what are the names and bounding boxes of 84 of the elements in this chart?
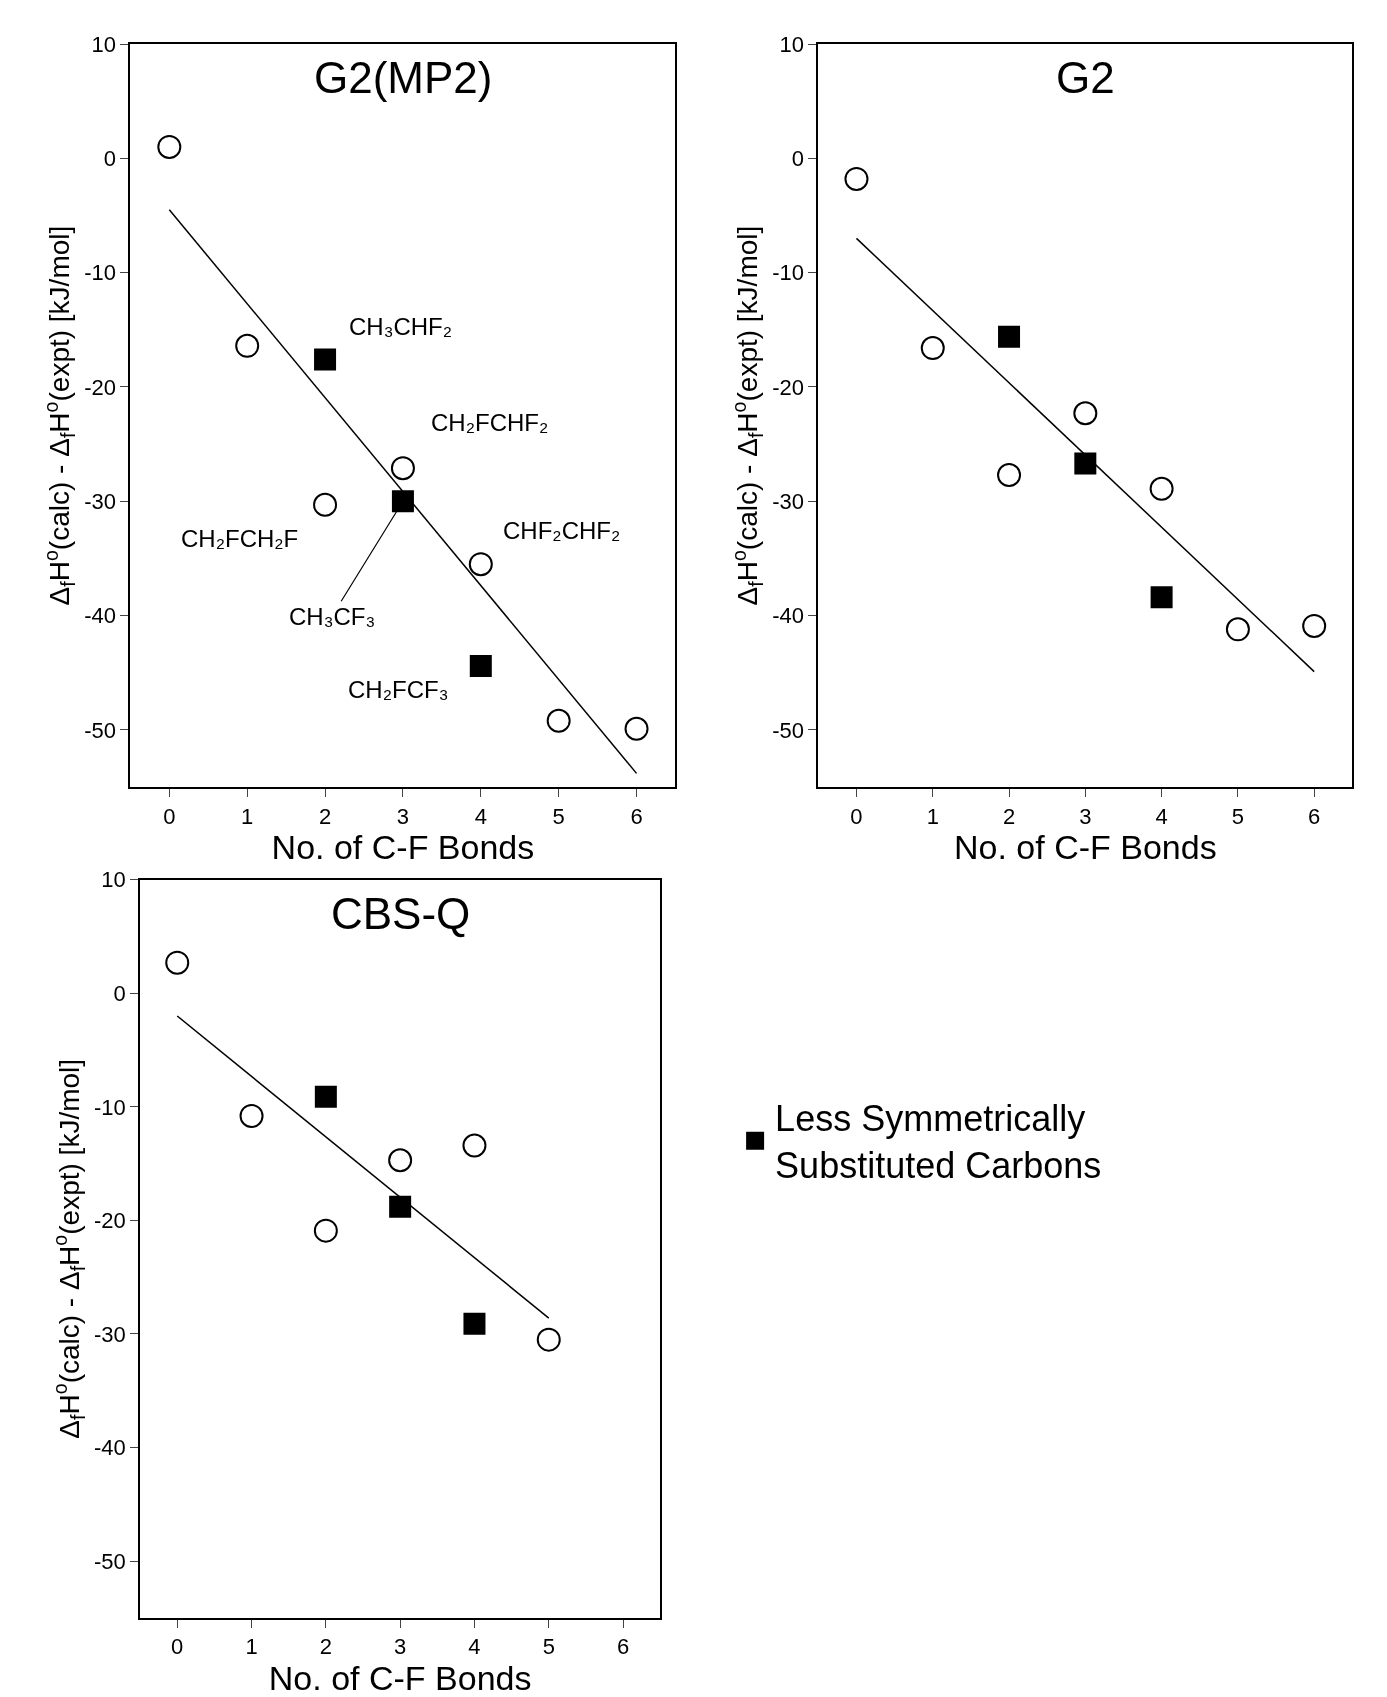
y-tick-label: -50 bbox=[84, 717, 116, 743]
x-tick-label: 4 bbox=[468, 1634, 481, 1660]
y-tick-label: -40 bbox=[93, 1435, 126, 1461]
point bbox=[239, 1103, 264, 1128]
x-tick-label: 2 bbox=[318, 803, 332, 829]
y-tick-label: 0 bbox=[103, 146, 116, 172]
point bbox=[997, 463, 1022, 487]
point bbox=[920, 336, 945, 361]
y-tick-label: -40 bbox=[84, 603, 116, 629]
x-tick-label: 5 bbox=[552, 803, 565, 829]
point bbox=[998, 325, 1021, 348]
point bbox=[844, 166, 869, 191]
point bbox=[1302, 613, 1327, 638]
x-tick-label: 1 bbox=[926, 803, 939, 829]
y-tick-label: -10 bbox=[93, 1094, 126, 1120]
x-tick-label: 6 bbox=[616, 1634, 630, 1660]
y-tick-label: -30 bbox=[84, 489, 116, 514]
point bbox=[1074, 452, 1097, 475]
x-tick-label: 5 bbox=[1231, 803, 1245, 829]
point bbox=[536, 1327, 561, 1352]
y-tick-label: -50 bbox=[772, 717, 804, 743]
x-axis-title: No. of C-F Bonds bbox=[268, 1659, 532, 1697]
point bbox=[468, 552, 493, 577]
annotation: CH₂FCF₃ bbox=[348, 676, 449, 703]
point bbox=[462, 1133, 487, 1158]
x-tick-label: 4 bbox=[474, 803, 487, 829]
y-tick-label: -50 bbox=[93, 1548, 126, 1574]
y-tick-label: 0 bbox=[113, 981, 126, 1007]
x-tick-label: 0 bbox=[850, 803, 863, 829]
y-tick-label: 10 bbox=[91, 31, 116, 57]
legend-label: Less Symmetrically Substituted Carbons bbox=[775, 1098, 1102, 1187]
annotation: CH₃CF₃ bbox=[289, 603, 376, 630]
point bbox=[313, 1218, 338, 1243]
x-tick-label: 5 bbox=[542, 1634, 555, 1660]
x-tick-label: 4 bbox=[1155, 803, 1168, 829]
y-tick-label: -20 bbox=[772, 374, 804, 400]
point bbox=[469, 654, 492, 677]
x-axis-title: No. of C-F Bonds bbox=[271, 828, 535, 867]
y-tick-label: 10 bbox=[779, 31, 804, 57]
point bbox=[1149, 476, 1174, 501]
point bbox=[463, 1312, 486, 1335]
x-tick-label: 3 bbox=[394, 1634, 407, 1660]
point bbox=[313, 492, 338, 517]
point bbox=[388, 1148, 413, 1173]
x-tick-label: 6 bbox=[1308, 803, 1321, 829]
point bbox=[314, 348, 337, 371]
annotation: CHF₂CHF₂ bbox=[503, 517, 621, 544]
y-tick-label: -10 bbox=[772, 260, 804, 286]
point bbox=[1150, 586, 1173, 609]
x-tick-label: 2 bbox=[319, 1634, 332, 1660]
x-axis-title: No. of C-F Bonds bbox=[954, 828, 1217, 867]
chart-title: G2(MP2) bbox=[314, 53, 493, 102]
y-tick-label: -20 bbox=[93, 1208, 126, 1234]
x-tick-label: 6 bbox=[630, 803, 643, 829]
y-tick-label: -30 bbox=[93, 1321, 126, 1347]
x-tick-label: 0 bbox=[163, 803, 176, 829]
y-tick-label: 0 bbox=[791, 146, 804, 172]
x-tick-label: 1 bbox=[245, 1634, 258, 1660]
x-tick-label: 3 bbox=[396, 803, 410, 829]
point bbox=[157, 134, 182, 159]
point bbox=[165, 950, 190, 975]
point bbox=[1073, 401, 1098, 426]
y-tick-label: 10 bbox=[101, 867, 126, 893]
x-tick-label: 3 bbox=[1079, 803, 1092, 829]
y-tick-label: -30 bbox=[772, 489, 804, 514]
chart-title: CBS-Q bbox=[331, 889, 471, 938]
point bbox=[624, 716, 649, 741]
x-tick-label: 2 bbox=[1002, 803, 1016, 829]
point bbox=[1225, 617, 1250, 642]
annotation: CH₃CHF₂ bbox=[349, 313, 453, 340]
point bbox=[390, 456, 415, 481]
annotation: CH₂FCH₂F bbox=[181, 525, 299, 552]
point bbox=[546, 708, 571, 733]
y-tick-label: -20 bbox=[84, 374, 116, 400]
annotation: CH₂FCHF₂ bbox=[431, 409, 549, 436]
y-tick-label: -10 bbox=[84, 260, 116, 286]
point bbox=[389, 1195, 412, 1218]
y-tick-label: -40 bbox=[772, 603, 804, 629]
x-tick-label: 1 bbox=[241, 803, 254, 829]
chart-title: G2 bbox=[1056, 53, 1115, 102]
point bbox=[235, 333, 260, 358]
point bbox=[314, 1085, 337, 1108]
point bbox=[391, 490, 414, 513]
x-tick-label: 0 bbox=[171, 1634, 184, 1660]
